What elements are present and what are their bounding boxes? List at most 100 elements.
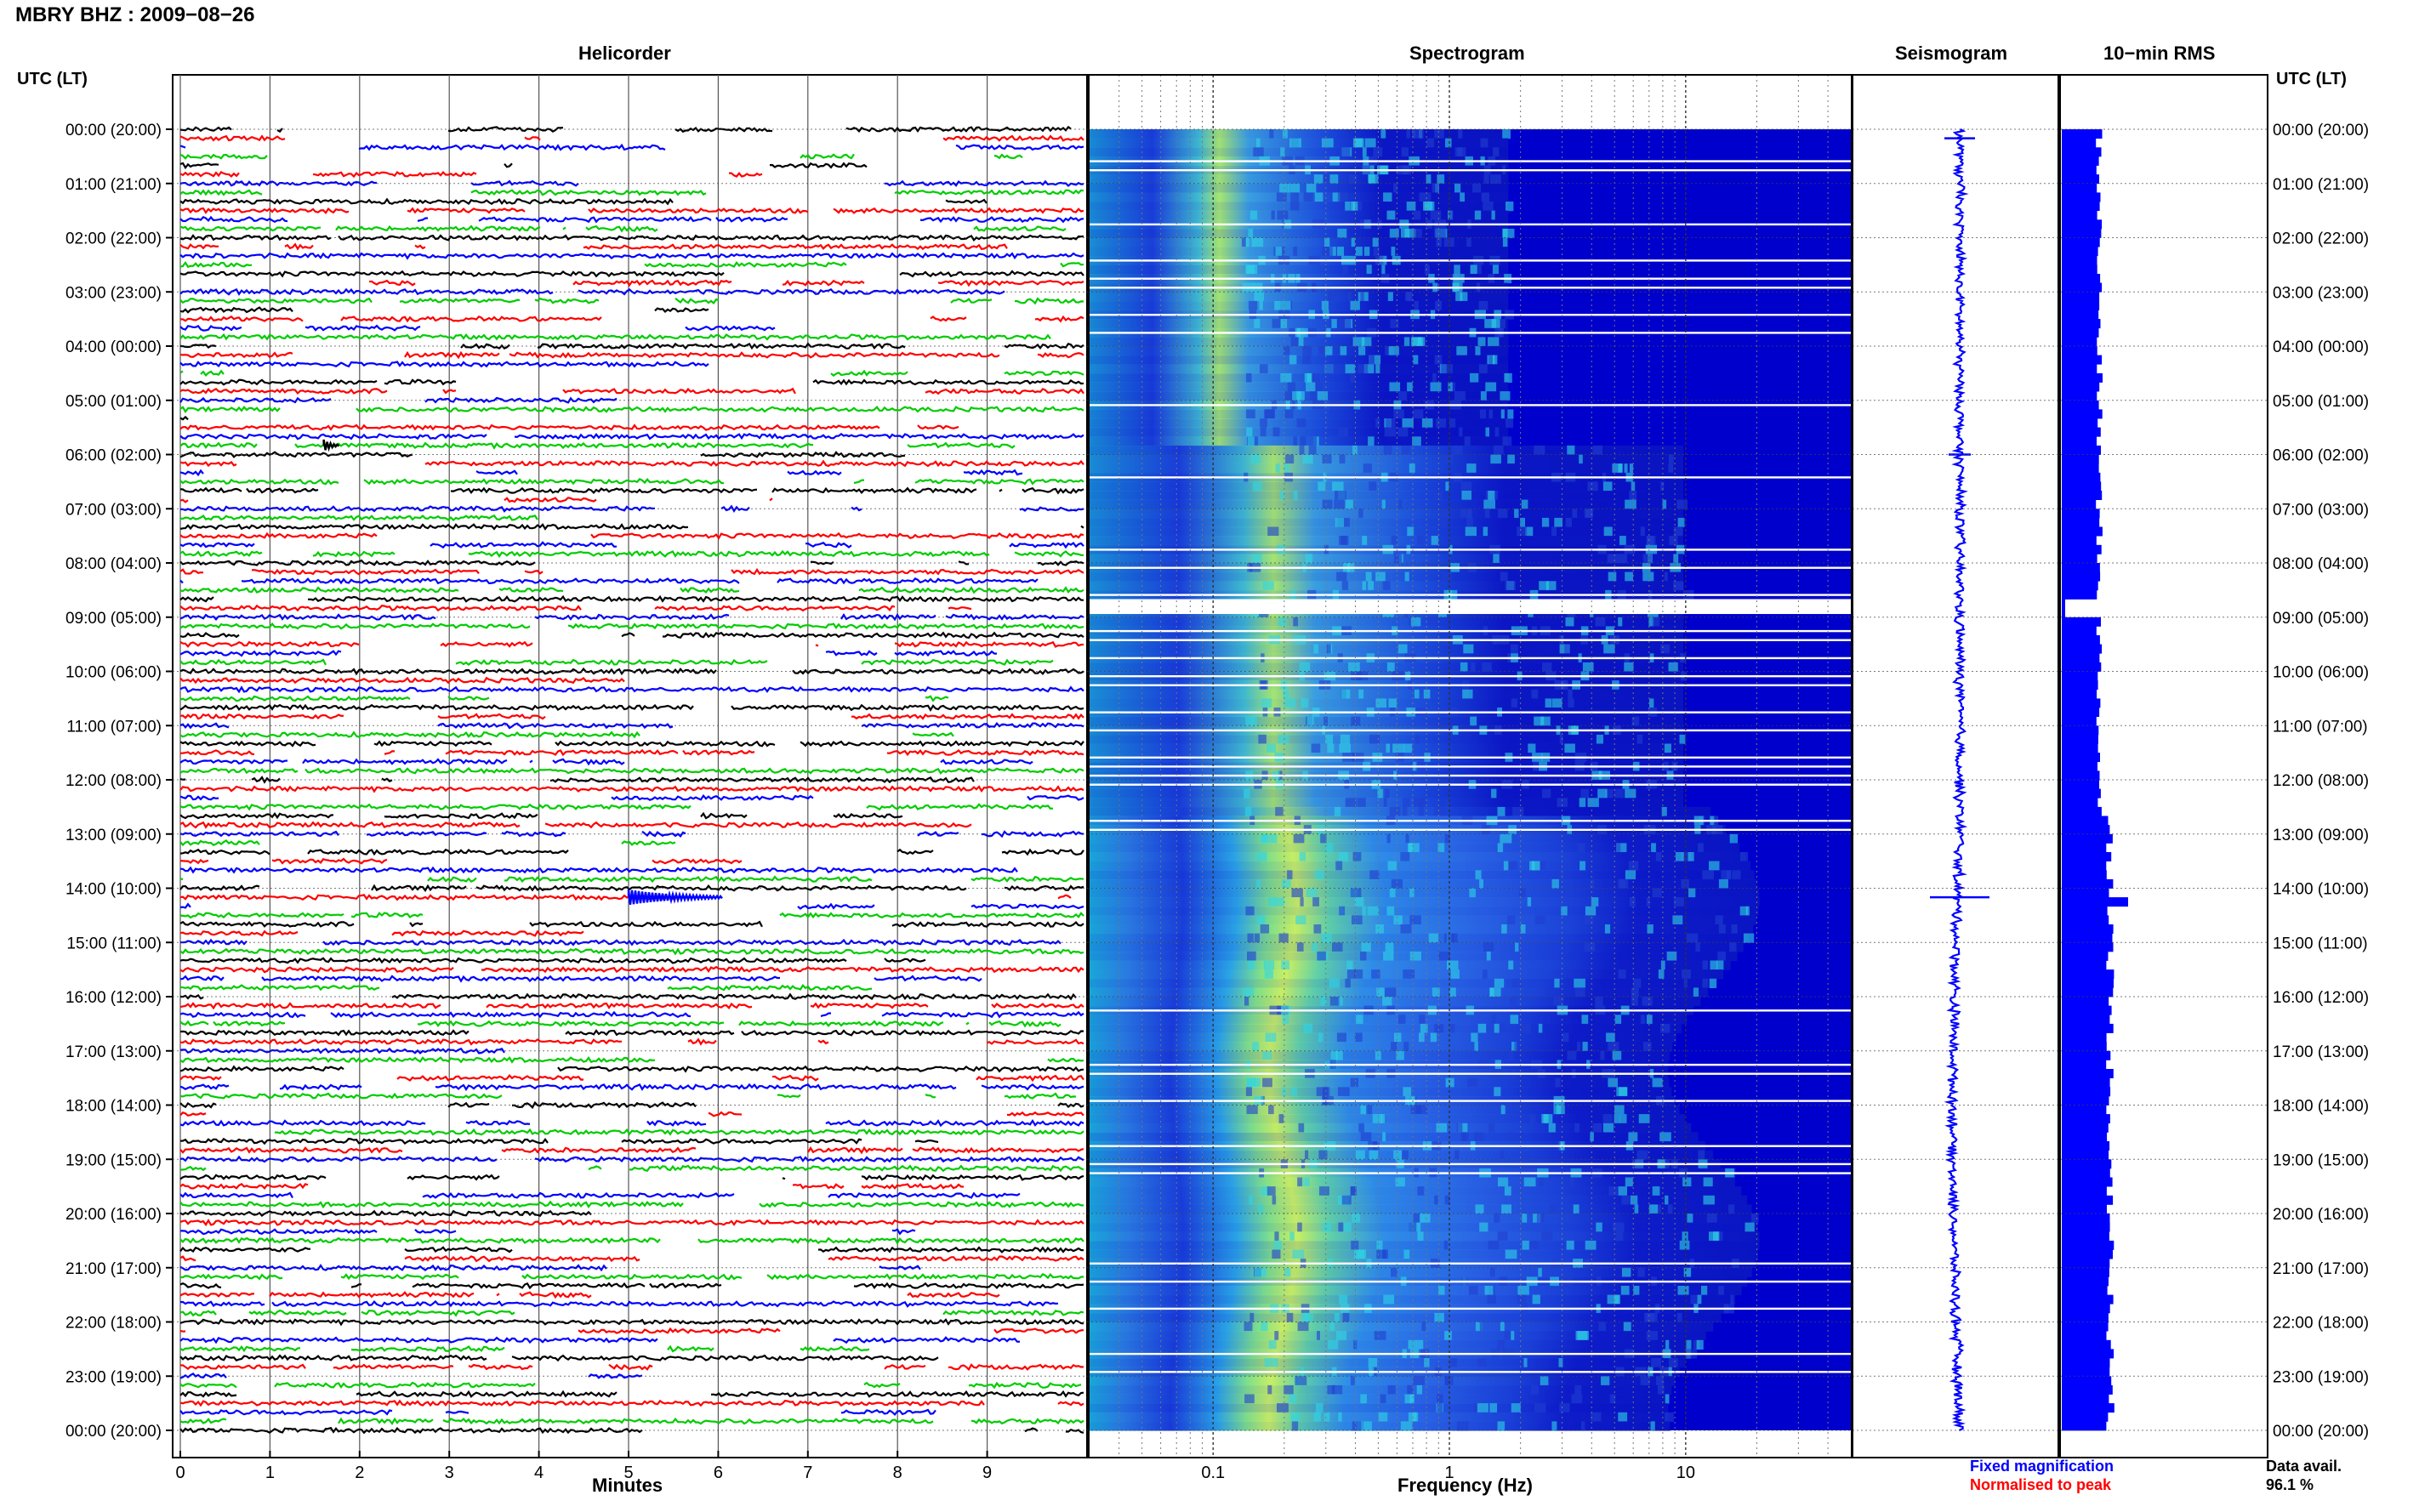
rms-bar <box>2062 878 2114 889</box>
helicorder-trace <box>179 270 1084 278</box>
spectrogram-speckle <box>1449 418 1456 429</box>
spectrogram-speckle <box>1389 888 1396 898</box>
spectrogram-speckle <box>1291 1421 1299 1431</box>
spectrogram-speckle <box>1247 933 1254 943</box>
spectrogram-speckle <box>1266 743 1277 753</box>
rms-bar <box>2062 1349 2114 1359</box>
spectrogram-speckle <box>1564 644 1571 654</box>
helicorder-trace <box>179 207 1084 214</box>
minute-tick-label: 4 <box>534 1464 544 1482</box>
spectrogram-speckle <box>1430 1032 1437 1043</box>
helicorder-trace <box>179 1164 1084 1173</box>
spectrogram-speckle <box>1342 1312 1350 1323</box>
spectrogram-speckle <box>1534 445 1545 456</box>
spectrogram-speckle <box>1389 806 1401 817</box>
spectrogram-row <box>1090 1403 1669 1413</box>
spectrogram-speckle <box>1731 924 1738 935</box>
spectrogram-speckle <box>1709 1231 1719 1242</box>
spectrogram-speckle <box>1369 481 1377 492</box>
spectrogram-row <box>1090 1204 1752 1214</box>
spectrogram-speckle <box>1543 1114 1549 1124</box>
spectrogram-speckle <box>1351 1240 1359 1251</box>
spectrogram-speckle <box>1520 1023 1531 1034</box>
rms-bar <box>2062 1114 2110 1124</box>
spectrogram-speckle <box>1246 264 1255 275</box>
spectrogram-speckle <box>1508 1050 1514 1060</box>
left-time-label: 00:00 (20:00) <box>65 1423 162 1441</box>
rms-bar <box>2062 292 2100 302</box>
rms-bar <box>2062 1376 2112 1386</box>
spectrogram-row <box>1090 346 1509 356</box>
spectrogram-speckle <box>1651 1358 1661 1368</box>
spectrogram-speckle <box>1614 1105 1625 1115</box>
spectrogram-speckle <box>1418 798 1426 808</box>
spectrogram-speckle <box>1258 734 1266 745</box>
spectrogram-speckle <box>1619 536 1626 546</box>
rms-bar <box>2062 1069 2114 1078</box>
rms-bar <box>2062 210 2097 220</box>
rms-bar <box>2062 1150 2109 1160</box>
spectrogram-speckle <box>1274 1331 1279 1341</box>
spectrogram-speckle <box>1580 1421 1585 1431</box>
rms-bar <box>2062 644 2103 654</box>
spectrogram-speckle <box>1354 969 1363 980</box>
right-time-label: 15:00 (11:00) <box>2273 935 2368 952</box>
spectrogram-row <box>1090 463 1684 474</box>
spectrogram-row <box>1090 571 1684 582</box>
spectrogram-speckle <box>1394 1032 1402 1043</box>
spectrogram-speckle <box>1502 436 1512 446</box>
spectrogram-speckle <box>1631 997 1638 1007</box>
spectrogram-speckle <box>1393 183 1398 193</box>
rms-bar <box>2062 852 2112 861</box>
spectrogram-speckle <box>1416 1384 1422 1395</box>
spectrogram-speckle <box>1511 1331 1515 1341</box>
spectrogram-speckle <box>1278 1114 1284 1124</box>
spectrogram-speckle <box>1410 617 1421 627</box>
spectrogram-speckle <box>1426 174 1431 185</box>
rms-bar <box>2062 1050 2111 1060</box>
spectrogram-speckle <box>1312 942 1318 952</box>
helicorder-trace <box>179 1209 592 1218</box>
left-time-label: 10:00 (06:00) <box>65 664 162 682</box>
spectrogram-speckle <box>1676 499 1688 509</box>
spectrogram-speckle <box>1665 1394 1670 1404</box>
spectrogram-speckle <box>1421 418 1433 429</box>
rms-bar <box>2062 608 2065 618</box>
rms-bar <box>2062 1304 2110 1314</box>
spectrogram-row <box>1090 319 1509 329</box>
spectrogram-speckle <box>1445 481 1449 492</box>
rms-bar <box>2062 418 2098 428</box>
spectrogram-speckle <box>1494 1023 1500 1034</box>
left-time-label: 12:00 (08:00) <box>65 772 162 790</box>
left-time-label: 18:00 (14:00) <box>65 1098 162 1116</box>
rms-bar <box>2062 138 2097 148</box>
rms-bar <box>2062 372 2103 383</box>
spectrogram-gap <box>1090 287 1851 289</box>
spectrogram-speckle <box>1247 951 1256 962</box>
spectrogram-speckle <box>1489 1267 1495 1277</box>
spectrogram-speckle <box>1630 897 1636 907</box>
spectrogram-speckle <box>1480 391 1487 401</box>
right-time-label: 01:00 (21:00) <box>2273 176 2369 194</box>
spectrogram-speckle <box>1431 183 1438 193</box>
spectrogram-speckle <box>1466 463 1477 474</box>
right-time-label: 20:00 (16:00) <box>2273 1206 2369 1224</box>
spectrogram-speckle <box>1607 554 1616 564</box>
spectrogram-speckle <box>1416 1339 1424 1350</box>
spectrogram-speckle <box>1716 1231 1723 1242</box>
helicorder-trace <box>179 1309 1084 1317</box>
helicorder-traces <box>179 125 1084 1435</box>
spectrogram-speckle <box>1362 536 1368 546</box>
spectrogram-speckle <box>1673 897 1684 907</box>
spectrogram-speckle <box>1393 915 1403 925</box>
helicorder-trace <box>179 975 982 983</box>
helicorder-trace <box>179 1010 1084 1019</box>
spectrogram-speckle <box>1467 1077 1478 1088</box>
spectrogram-speckle <box>1571 1394 1583 1404</box>
helicorder-trace <box>179 703 1084 713</box>
spectrogram-speckle <box>1460 1132 1469 1142</box>
rms-bar <box>2062 987 2114 998</box>
spectrogram-speckle <box>1342 264 1348 275</box>
spectrogram-speckle <box>1602 1114 1613 1124</box>
spectrogram-row <box>1090 147 1509 157</box>
